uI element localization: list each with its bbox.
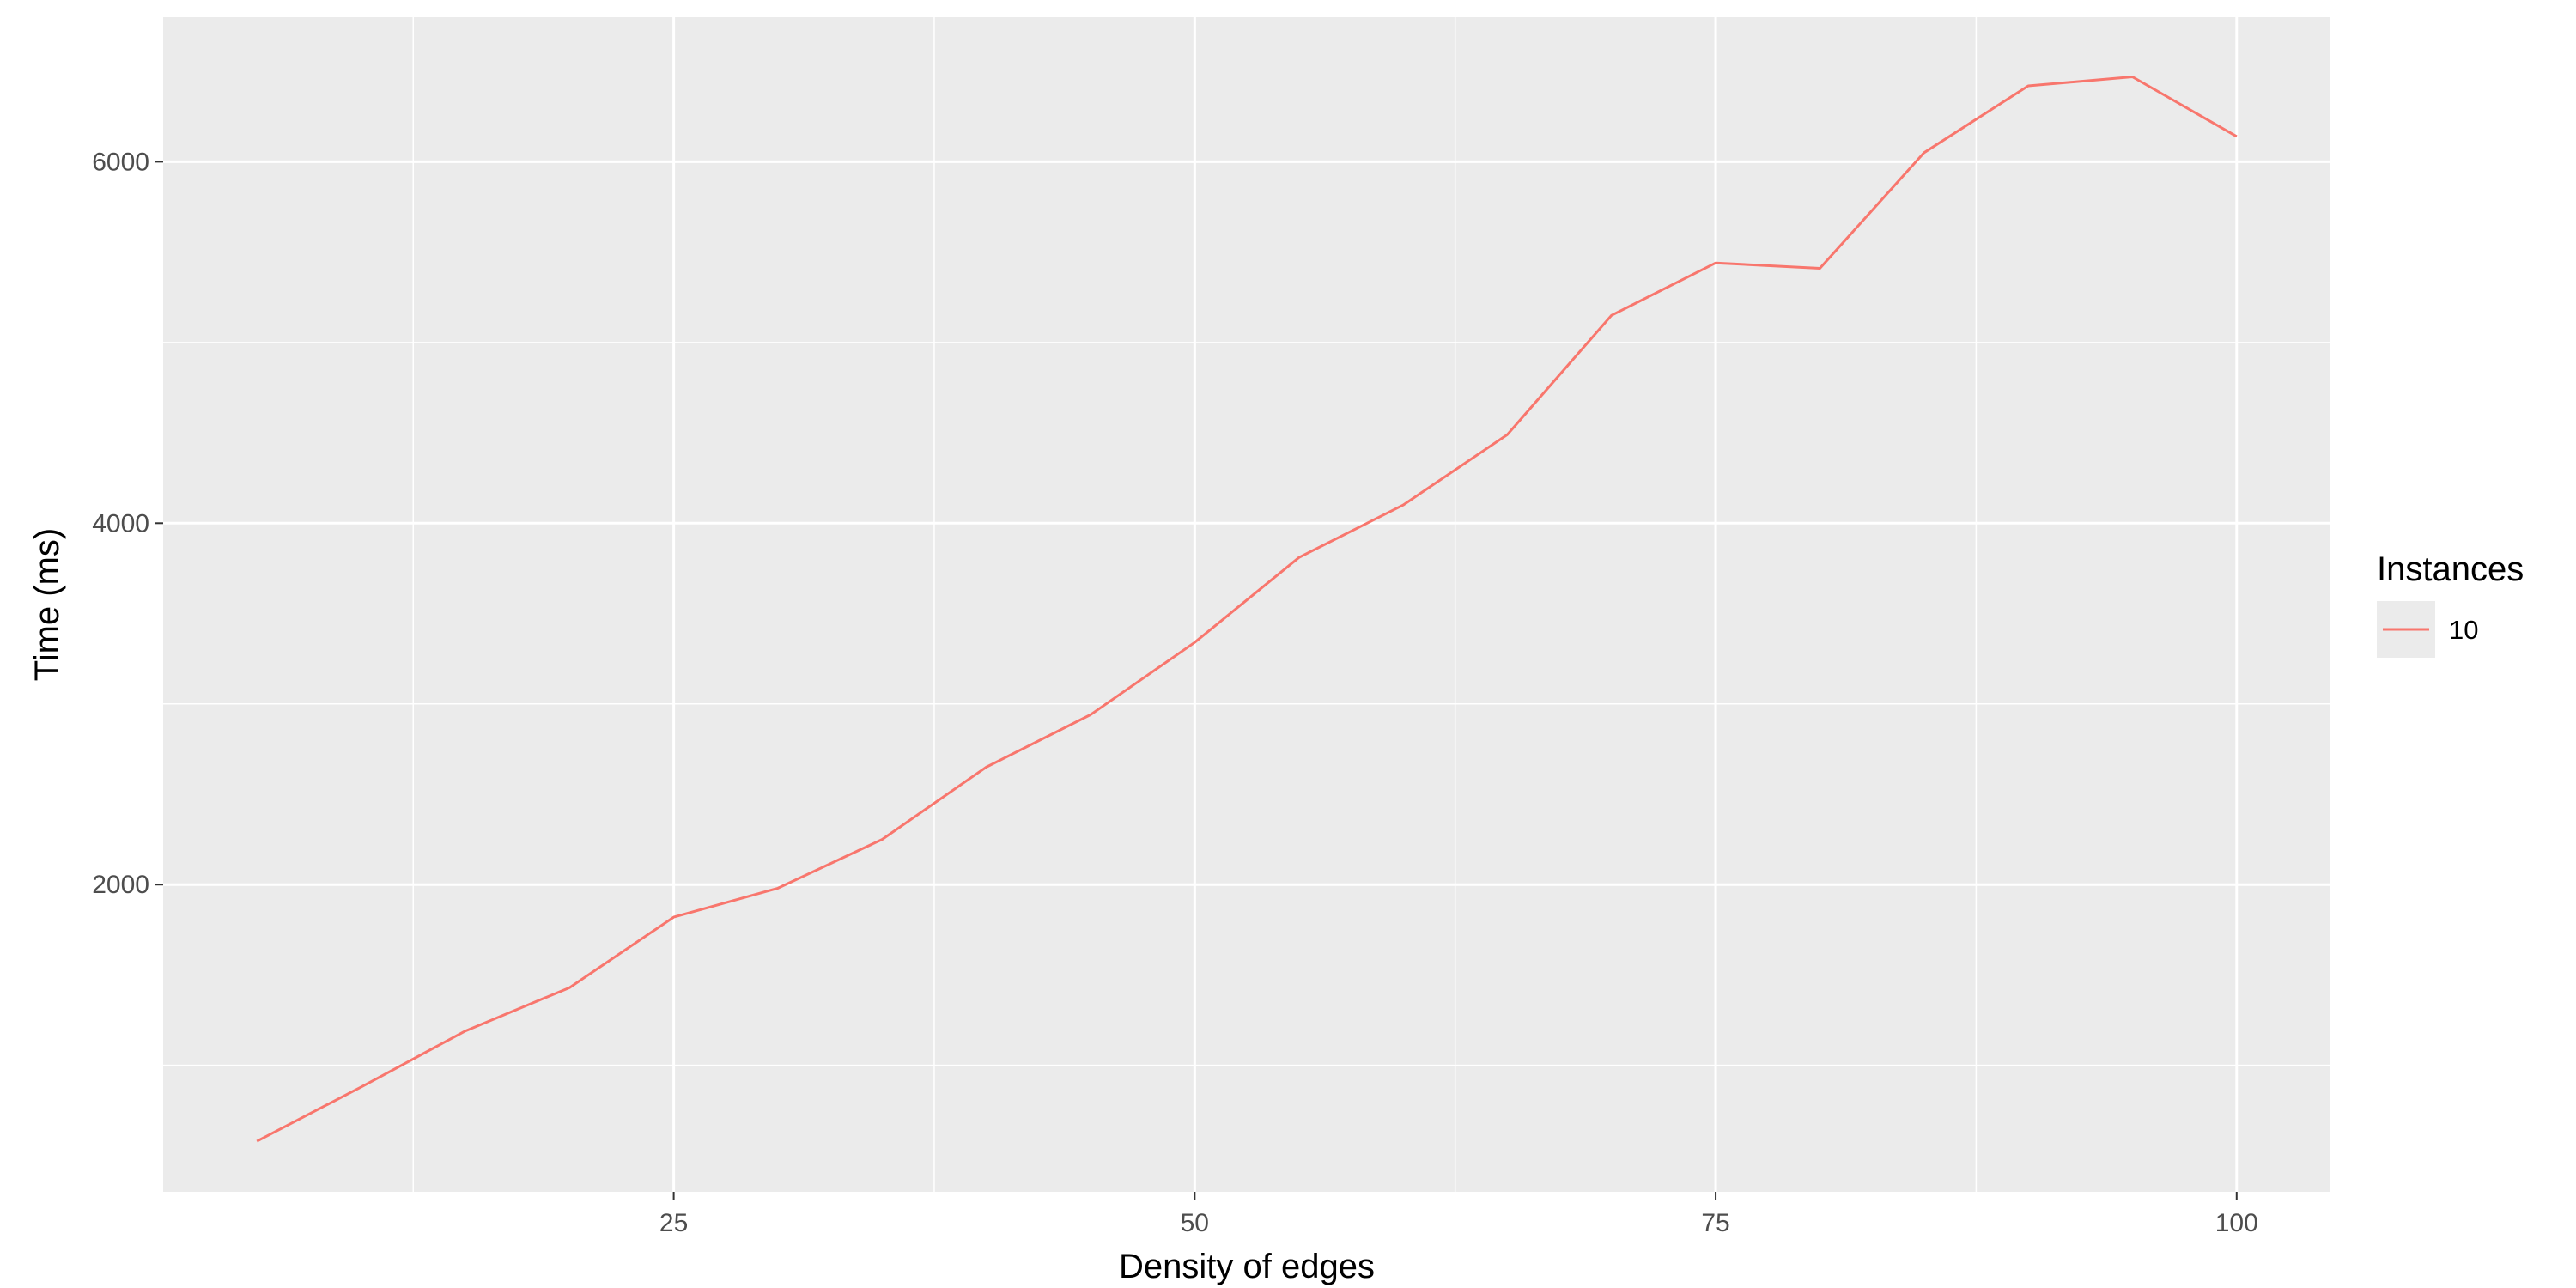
y-axis-title: Time (ms) [28,528,66,681]
x-tick-label: 50 [1181,1209,1209,1237]
x-axis-title: Density of edges [1119,1248,1375,1285]
legend-label: 10 [2449,615,2478,645]
plot-panel [163,17,2330,1192]
x-tick-label: 75 [1701,1209,1729,1237]
legend-title: Instances [2377,550,2524,588]
legend: Instances 10 [2377,550,2524,658]
x-tick-label: 25 [659,1209,688,1237]
series-layer [256,76,2238,1143]
y-tick-label: 4000 [92,509,149,538]
y-axis: 2000 4000 6000 [92,148,163,899]
x-tick-label: 100 [2215,1209,2258,1237]
y-tick-label: 2000 [92,871,149,899]
x-axis: 25 50 75 100 [659,1192,2258,1237]
y-tick-label: 6000 [92,148,149,176]
major-gridlines [163,17,2330,1192]
minor-gridlines [163,17,2330,1192]
series-line-10 [256,76,2238,1143]
